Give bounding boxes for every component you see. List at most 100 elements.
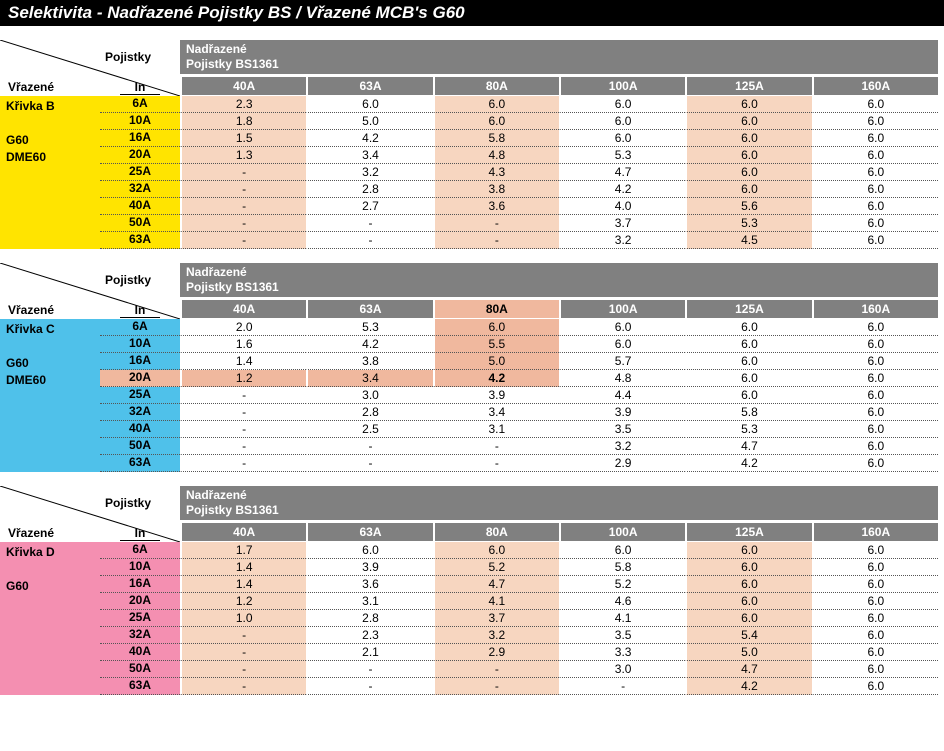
- table-row: 20A1.33.44.85.36.06.0: [0, 147, 944, 164]
- table-row: 16A1.43.85.05.76.06.0: [0, 353, 944, 370]
- data-cell: 2.9: [433, 644, 559, 661]
- data-cell: 6.0: [685, 387, 811, 404]
- data-cell: -: [306, 438, 432, 455]
- data-cell: -: [306, 678, 432, 695]
- data-cell: 6.0: [685, 576, 811, 593]
- data-cell: -: [433, 661, 559, 678]
- data-cell: 6.0: [685, 130, 811, 147]
- data-cell: 5.7: [559, 353, 685, 370]
- table-row: 50A---3.04.76.0: [0, 661, 944, 678]
- row-in-value: 32A: [100, 404, 180, 421]
- column-header: 40A: [180, 523, 306, 541]
- data-cell: -: [180, 387, 306, 404]
- row-in-value: 6A: [100, 96, 180, 113]
- table-row: 20A1.23.14.14.66.06.0: [0, 593, 944, 610]
- data-cell: 6.0: [685, 336, 811, 353]
- data-cell: 2.8: [306, 610, 432, 627]
- data-cell: 6.0: [812, 164, 938, 181]
- data-cell: -: [180, 455, 306, 472]
- data-cell: -: [180, 661, 306, 678]
- data-cell: -: [433, 215, 559, 232]
- data-cell: 6.0: [559, 319, 685, 336]
- data-cell: -: [559, 678, 685, 695]
- data-cell: 4.7: [433, 576, 559, 593]
- in-label: In: [120, 80, 160, 95]
- data-cell: 6.0: [306, 542, 432, 559]
- data-cell: 4.2: [559, 181, 685, 198]
- data-cell: 6.0: [812, 678, 938, 695]
- upstream-line1: Nadřazené: [186, 265, 247, 279]
- table-row: 10A1.64.25.56.06.06.0: [0, 336, 944, 353]
- row-in-value: 32A: [100, 181, 180, 198]
- data-cell: 5.3: [685, 421, 811, 438]
- data-cell: 6.0: [812, 96, 938, 113]
- table-row: 40A-2.53.13.55.36.0: [0, 421, 944, 438]
- column-header: 40A: [180, 300, 306, 318]
- column-header: 80A: [433, 300, 559, 318]
- table-row: 63A---2.94.26.0: [0, 455, 944, 472]
- table-row: 10A1.43.95.25.86.06.0: [0, 559, 944, 576]
- data-cell: -: [306, 455, 432, 472]
- data-cell: 6.0: [433, 542, 559, 559]
- table-row: 10A1.85.06.06.06.06.0: [0, 113, 944, 130]
- row-in-value: 40A: [100, 198, 180, 215]
- row-in-value: 63A: [100, 232, 180, 249]
- data-cell: 6.0: [685, 96, 811, 113]
- table-row: 40A-2.12.93.35.06.0: [0, 644, 944, 661]
- data-cell: 6.0: [685, 113, 811, 130]
- pojistky-label: Pojistky: [105, 496, 151, 510]
- row-in-value: 25A: [100, 610, 180, 627]
- data-cell: -: [433, 232, 559, 249]
- data-cell: 5.2: [433, 559, 559, 576]
- column-header: 80A: [433, 523, 559, 541]
- data-cell: 4.5: [685, 232, 811, 249]
- data-cell: 6.0: [812, 661, 938, 678]
- table-row: 25A-3.24.34.76.06.0: [0, 164, 944, 181]
- column-header: 63A: [306, 300, 432, 318]
- table-row: 40A-2.73.64.05.66.0: [0, 198, 944, 215]
- upstream-line2: Pojistky BS1361: [186, 57, 279, 71]
- data-cell: 4.0: [559, 198, 685, 215]
- data-cell: 3.4: [433, 404, 559, 421]
- data-cell: 4.2: [685, 455, 811, 472]
- data-cell: 3.7: [433, 610, 559, 627]
- table-row: 16A1.54.25.86.06.06.0: [0, 130, 944, 147]
- data-cell: 5.3: [559, 147, 685, 164]
- column-header: 160A: [812, 300, 938, 318]
- column-header: 160A: [812, 77, 938, 95]
- data-cell: 1.7: [180, 542, 306, 559]
- data-cell: 1.4: [180, 559, 306, 576]
- vrazene-label: Vřazené: [8, 303, 54, 317]
- in-label: In: [120, 303, 160, 318]
- pojistky-label: Pojistky: [105, 273, 151, 287]
- table-row: 63A---3.24.56.0: [0, 232, 944, 249]
- column-header: 63A: [306, 77, 432, 95]
- data-cell: 3.6: [306, 576, 432, 593]
- data-cell: 6.0: [812, 627, 938, 644]
- row-in-value: 40A: [100, 644, 180, 661]
- curve-side-label: Křivka D G60: [0, 542, 100, 695]
- row-in-value: 16A: [100, 130, 180, 147]
- data-cell: -: [180, 181, 306, 198]
- table-row: 50A---3.24.76.0: [0, 438, 944, 455]
- vrazene-label: Vřazené: [8, 526, 54, 540]
- column-header-row: 40A63A80A100A125A160A: [180, 77, 938, 95]
- row-in-value: 16A: [100, 353, 180, 370]
- selectivity-block: PojistkyNadřazenéPojistky BS1361VřazenéI…: [0, 263, 944, 472]
- data-cell: 4.7: [685, 661, 811, 678]
- data-cell: -: [180, 164, 306, 181]
- row-in-value: 10A: [100, 559, 180, 576]
- upstream-header: NadřazenéPojistky BS1361: [180, 486, 938, 520]
- vrazene-label: Vřazené: [8, 80, 54, 94]
- data-cell: 6.0: [812, 542, 938, 559]
- data-cell: 6.0: [433, 96, 559, 113]
- data-cell: 1.0: [180, 610, 306, 627]
- data-cell: 3.5: [559, 421, 685, 438]
- data-cell: 4.4: [559, 387, 685, 404]
- table-row: 32A-2.33.23.55.46.0: [0, 627, 944, 644]
- data-cell: 5.3: [306, 319, 432, 336]
- data-cell: 3.5: [559, 627, 685, 644]
- table-row: 32A-2.83.43.95.86.0: [0, 404, 944, 421]
- data-cell: 4.2: [306, 336, 432, 353]
- data-cell: 6.0: [685, 147, 811, 164]
